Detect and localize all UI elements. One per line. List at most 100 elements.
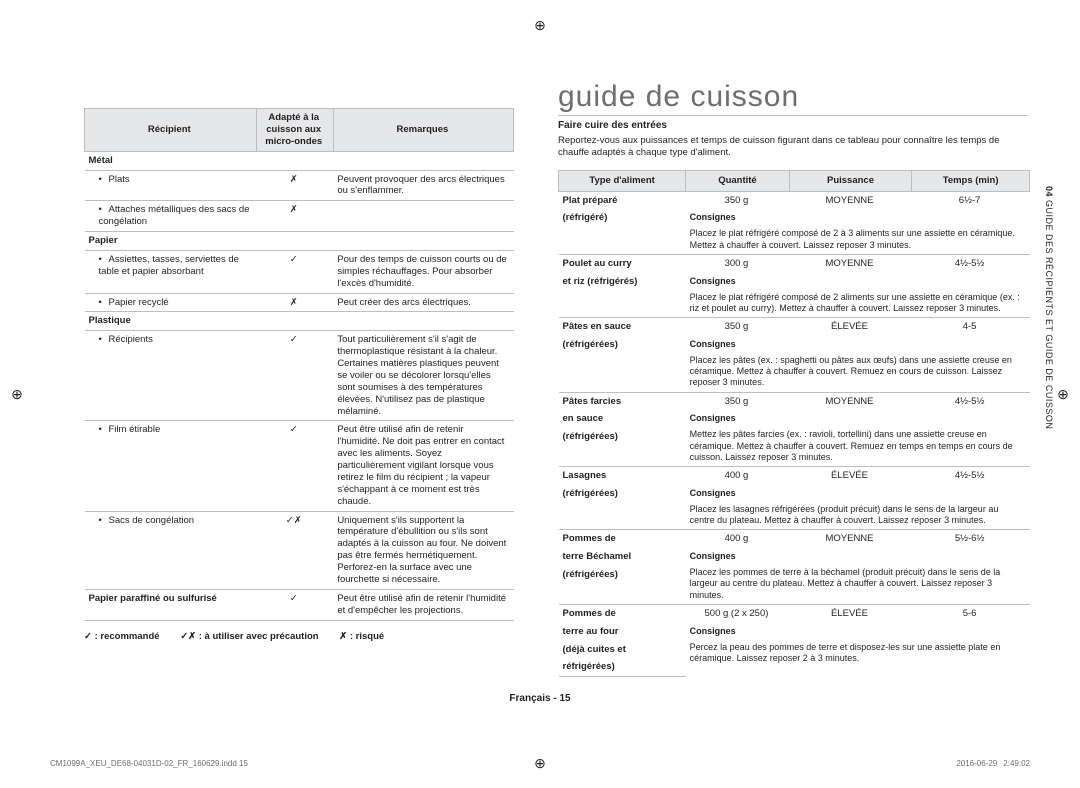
cook-r1-cons: Placez le plat réfrigéré composé de 2 à … — [686, 227, 1030, 254]
cook-r4-tm: 4½-5½ — [912, 392, 1030, 410]
cook-r6-cons-lbl: Consignes — [686, 548, 1030, 566]
cook-r7-cons: Percez la peau des pommes de terre et di… — [686, 641, 1030, 677]
page-footer: Français - 15 — [0, 693, 1080, 704]
cook-r7-qty: 500 g (2 x 250) — [686, 604, 790, 622]
legend-risk: ✗ : risqué — [339, 631, 384, 642]
cook-r7-pwr: ÉLEVÉE — [789, 604, 911, 622]
recip-r3-note: Pour des temps de cuisson courts ou de s… — [333, 250, 513, 293]
reg-mark-left: ⊕ — [10, 387, 24, 401]
legend: ✓ : recommandé ✓✗ : à utiliser avec préc… — [84, 631, 514, 642]
cook-r4-pwr: MOYENNE — [789, 392, 911, 410]
recip-hdr-3: Remarques — [333, 109, 513, 152]
print-marks: CM1099A_XEU_DE68-04031D-02_FR_160629.ind… — [50, 759, 1030, 768]
cook-r6-name-b: terre Béchamel — [559, 548, 686, 566]
cook-r7-tm: 5-6 — [912, 604, 1030, 622]
cook-r6-name-a: Pommes de — [559, 530, 686, 548]
side-tab-text: GUIDE DES RÉCIPIENTS ET GUIDE DE CUISSON — [1044, 200, 1054, 429]
recip-r1-label: Plats — [85, 170, 257, 201]
recip-r5-note: Tout particulièrement s'il s'agit de the… — [333, 331, 513, 421]
cook-r5-name-a: Lasagnes — [559, 467, 686, 485]
recip-r3-mark: ✓ — [256, 250, 333, 293]
recip-r5-mark: ✓ — [256, 331, 333, 421]
reg-mark-right: ⊕ — [1056, 387, 1070, 401]
recip-hdr-2: Adapté à la cuisson aux micro-ondes — [256, 109, 333, 152]
cook-r6-cons: Placez les pommes de terre à la béchamel… — [686, 566, 1030, 604]
recip-r2-note — [333, 201, 513, 232]
cook-hdr-time: Temps (min) — [912, 170, 1030, 191]
cook-r5-qty: 400 g — [686, 467, 790, 485]
cook-r1-cons-lbl: Consignes — [686, 209, 1030, 227]
cook-r7-name-b: terre au four — [559, 623, 686, 641]
cook-r5-name-b: (réfrigérées) — [559, 485, 686, 503]
cook-r2-name-b: et riz (réfrigérés) — [559, 273, 686, 291]
cook-r5-cons-lbl: Consignes — [686, 485, 1030, 503]
cook-r4-cons-lbl: Consignes — [686, 410, 1030, 428]
cook-section-title: Faire cuire des entrées — [558, 120, 1030, 131]
cook-r2-name-a: Poulet au curry — [559, 254, 686, 272]
page-title: guide de cuisson — [558, 80, 799, 114]
recip-r8-label: Papier paraffiné ou sulfurisé — [85, 589, 257, 620]
print-left: CM1099A_XEU_DE68-04031D-02_FR_160629.ind… — [50, 759, 248, 768]
recip-r6-label: Film étirable — [85, 421, 257, 511]
cook-r4-qty: 350 g — [686, 392, 790, 410]
recip-section-papier: Papier — [85, 232, 514, 251]
cook-hdr-power: Puissance — [789, 170, 911, 191]
cook-r2-cons-lbl: Consignes — [686, 273, 1030, 291]
recip-section-plastique: Plastique — [85, 312, 514, 331]
cook-r1-name-a: Plat préparé — [559, 191, 686, 209]
cook-r7-name-c: (déjà cuites et — [559, 641, 686, 659]
cook-r1-name-b: (réfrigéré) — [559, 209, 686, 227]
cook-hdr-type: Type d'aliment — [559, 170, 686, 191]
recip-r8-note: Peut être utilisé afin de retenir l'humi… — [333, 589, 513, 620]
cook-r3-cons-lbl: Consignes — [686, 336, 1030, 354]
recip-r8-mark: ✓ — [256, 589, 333, 620]
cook-r3-name-b: (réfrigérées) — [559, 336, 686, 354]
cook-r5-tm: 4½-5½ — [912, 467, 1030, 485]
recip-r6-note: Peut être utilisé afin de retenir l'humi… — [333, 421, 513, 511]
cook-r6-pwr: MOYENNE — [789, 530, 911, 548]
recip-r7-note: Uniquement s'ils supportent la températu… — [333, 511, 513, 589]
cooking-table: Type d'aliment Quantité Puissance Temps … — [558, 170, 1030, 678]
recipient-table: Récipient Adapté à la cuisson aux micro-… — [84, 108, 514, 621]
cook-r3-tm: 4-5 — [912, 318, 1030, 336]
recip-r5-label: Récipients — [85, 331, 257, 421]
cook-r1-qty: 350 g — [686, 191, 790, 209]
cook-r4-name-a: Pâtes farcies — [559, 392, 686, 410]
legend-rec: ✓ : recommandé — [84, 631, 160, 642]
cook-r6-tm: 5½-6½ — [912, 530, 1030, 548]
recip-r7-label: Sacs de congélation — [85, 511, 257, 589]
cook-r2-tm: 4½-5½ — [912, 254, 1030, 272]
recip-r2-mark: ✗ — [256, 201, 333, 232]
cook-r2-cons: Placez le plat réfrigéré composé de 2 al… — [686, 291, 1030, 318]
cook-r2-qty: 300 g — [686, 254, 790, 272]
recip-hdr-1: Récipient — [85, 109, 257, 152]
recip-r4-label: Papier recyclé — [85, 293, 257, 312]
recip-section-metal: Métal — [85, 151, 514, 170]
cook-r7-name-a: Pommes de — [559, 604, 686, 622]
recip-r6-mark: ✓ — [256, 421, 333, 511]
side-tab-number: 04 — [1044, 186, 1054, 197]
cook-r5-pwr: ÉLEVÉE — [789, 467, 911, 485]
cook-r1-pwr: MOYENNE — [789, 191, 911, 209]
recip-r2-label: Attaches métalliques des sacs de congéla… — [85, 201, 257, 232]
cook-r4-name-b: en sauce — [559, 410, 686, 428]
print-right: 2016-06-29 2:49:02 — [956, 759, 1030, 768]
cook-r3-cons: Placez les pâtes (ex. : spaghetti ou pât… — [686, 354, 1030, 392]
recip-r1-mark: ✗ — [256, 170, 333, 201]
reg-mark-top: ⊕ — [533, 18, 547, 32]
cook-intro: Reportez-vous aux puissances et temps de… — [558, 135, 1030, 160]
cook-r6-name-c: (réfrigérées) — [559, 566, 686, 604]
cook-r3-name-a: Pâtes en sauce — [559, 318, 686, 336]
recip-r4-note: Peut créer des arcs électriques. — [333, 293, 513, 312]
cook-hdr-qty: Quantité — [686, 170, 790, 191]
cook-r6-qty: 400 g — [686, 530, 790, 548]
cook-r5-cons: Placez les lasagnes réfrigérées (produit… — [686, 503, 1030, 530]
recip-r4-mark: ✗ — [256, 293, 333, 312]
cook-r4-name-c: (réfrigérées) — [559, 428, 686, 466]
recip-r1-note: Peuvent provoquer des arcs électriques o… — [333, 170, 513, 201]
cooking-guide-wrapper: Faire cuire des entrées Reportez-vous au… — [558, 120, 1030, 677]
cook-r3-qty: 350 g — [686, 318, 790, 336]
cook-r7-cons-lbl: Consignes — [686, 623, 1030, 641]
recip-r3-label: Assiettes, tasses, serviettes de table e… — [85, 250, 257, 293]
legend-prec: ✓✗ : à utiliser avec précaution — [180, 631, 318, 642]
